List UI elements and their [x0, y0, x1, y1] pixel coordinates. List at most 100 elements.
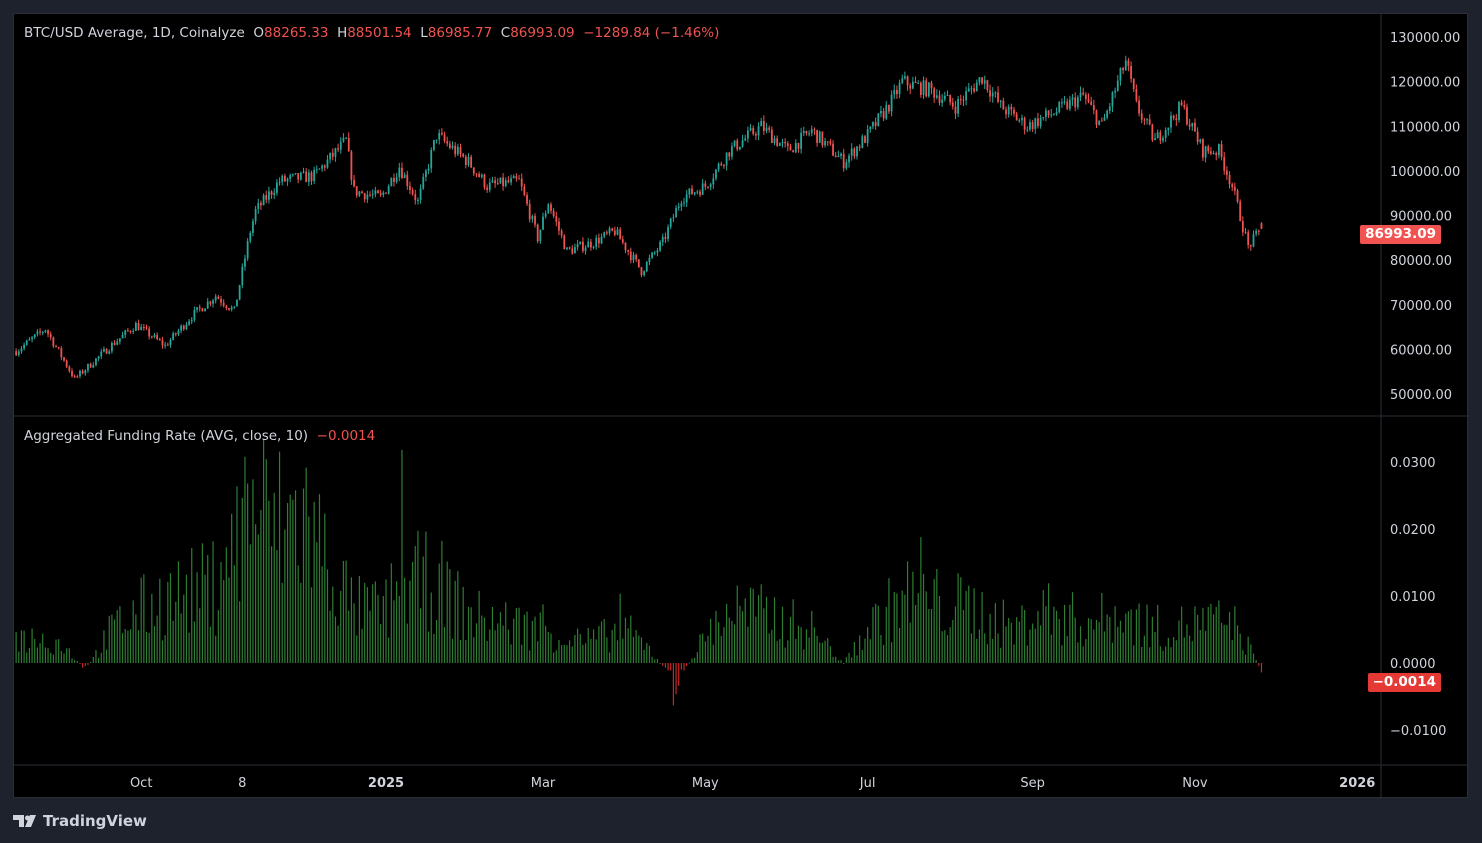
candle-body — [773, 138, 776, 144]
funding-bar — [1005, 626, 1007, 663]
funding-bar — [1146, 604, 1148, 663]
funding-bar — [486, 640, 488, 663]
funding-bar — [63, 653, 65, 663]
funding-bar — [534, 616, 536, 663]
candle-body — [174, 333, 177, 335]
funding-bar — [1199, 629, 1201, 663]
funding-bar — [467, 606, 470, 663]
candle-body — [845, 162, 848, 169]
candle-body — [550, 204, 552, 211]
candle-body — [313, 169, 316, 182]
funding-bar — [297, 565, 299, 663]
funding-bar — [433, 633, 435, 663]
funding-bar — [1159, 646, 1161, 663]
candle-body — [491, 180, 494, 183]
funding-bar — [1170, 647, 1172, 663]
funding-bar — [377, 594, 379, 663]
funding-bar — [300, 582, 302, 663]
funding-bar — [960, 577, 962, 663]
candle-body — [898, 82, 901, 95]
funding-bar — [345, 560, 347, 663]
funding-bar — [997, 633, 999, 663]
candle-body — [241, 266, 244, 286]
funding-bar — [954, 606, 957, 663]
candle-body — [478, 173, 481, 177]
funding-bar — [840, 660, 842, 663]
candle-body — [150, 336, 153, 338]
funding-bar — [584, 643, 587, 663]
candle-body — [1098, 120, 1101, 125]
funding-bar — [569, 640, 571, 663]
funding-bar — [702, 633, 704, 663]
candle-body — [299, 172, 302, 180]
candle-body — [1031, 122, 1034, 130]
candle-body — [268, 191, 270, 200]
candle-body — [659, 241, 661, 251]
funding-bar — [1087, 618, 1090, 663]
candle-body — [318, 168, 321, 170]
funding-bar — [606, 637, 608, 663]
candle-body — [353, 179, 355, 187]
open-label: O — [253, 25, 265, 41]
candle-body — [563, 235, 566, 250]
funding-bar — [779, 639, 781, 663]
candle-body — [17, 351, 20, 356]
candle-body — [321, 165, 324, 169]
funding-bar — [404, 577, 406, 663]
tradingview-logo[interactable]: TradingView — [13, 812, 147, 830]
candle-body — [597, 237, 600, 244]
funding-bar — [172, 620, 174, 663]
funding-bar — [358, 575, 360, 663]
candle-body — [1082, 92, 1085, 95]
funding-bar — [1239, 633, 1241, 663]
funding-bar — [1008, 618, 1010, 663]
funding-bar — [84, 663, 86, 667]
chart-panel[interactable]: 130000.00 120000.00 110000.00 100000.00 9000… — [13, 13, 1469, 799]
funding-bar — [978, 629, 981, 663]
funding-bar — [875, 603, 877, 663]
candle-body — [1053, 114, 1055, 116]
funding-bar — [757, 595, 760, 663]
candle-body — [997, 92, 999, 102]
funding-bar — [883, 644, 885, 663]
funding-bar — [459, 640, 462, 663]
funding-bar — [108, 615, 110, 663]
candle-body — [978, 77, 981, 83]
candle-body — [33, 334, 36, 338]
funding-bar — [627, 628, 629, 663]
funding-bar — [781, 606, 784, 663]
funding-bar — [1079, 626, 1082, 663]
funding-bar — [127, 630, 129, 663]
candle-body — [369, 194, 371, 196]
candle-body — [927, 82, 930, 97]
funding-bar — [654, 659, 656, 663]
funding-bar — [1151, 616, 1153, 663]
funding-bar — [481, 615, 483, 663]
candle-body — [1223, 157, 1226, 171]
candle-body — [204, 308, 206, 312]
funding-bar — [1204, 630, 1207, 663]
funding-bar — [906, 561, 909, 663]
funding-bar — [635, 630, 637, 663]
funding-bar — [124, 628, 126, 663]
funding-bar — [1002, 599, 1004, 663]
candle-body — [118, 338, 121, 342]
funding-bar — [600, 621, 603, 663]
candle-body — [605, 232, 608, 234]
candle-body — [254, 209, 257, 222]
funding-bar — [686, 663, 688, 667]
funding-bar — [366, 587, 368, 663]
funding-bar — [885, 606, 887, 663]
candle-body — [475, 173, 478, 175]
funding-bar — [795, 638, 797, 663]
candle-body — [443, 134, 446, 141]
funding-bar — [566, 645, 568, 663]
candle-body — [283, 175, 286, 182]
candle-body — [177, 330, 180, 335]
candle-body — [129, 330, 132, 332]
candle-body — [696, 191, 699, 193]
candle-body — [752, 128, 755, 135]
chart-canvas[interactable]: 130000.00 120000.00 110000.00 100000.00 9000… — [14, 14, 1469, 799]
candle-body — [805, 131, 808, 134]
candle-body — [1196, 131, 1199, 142]
